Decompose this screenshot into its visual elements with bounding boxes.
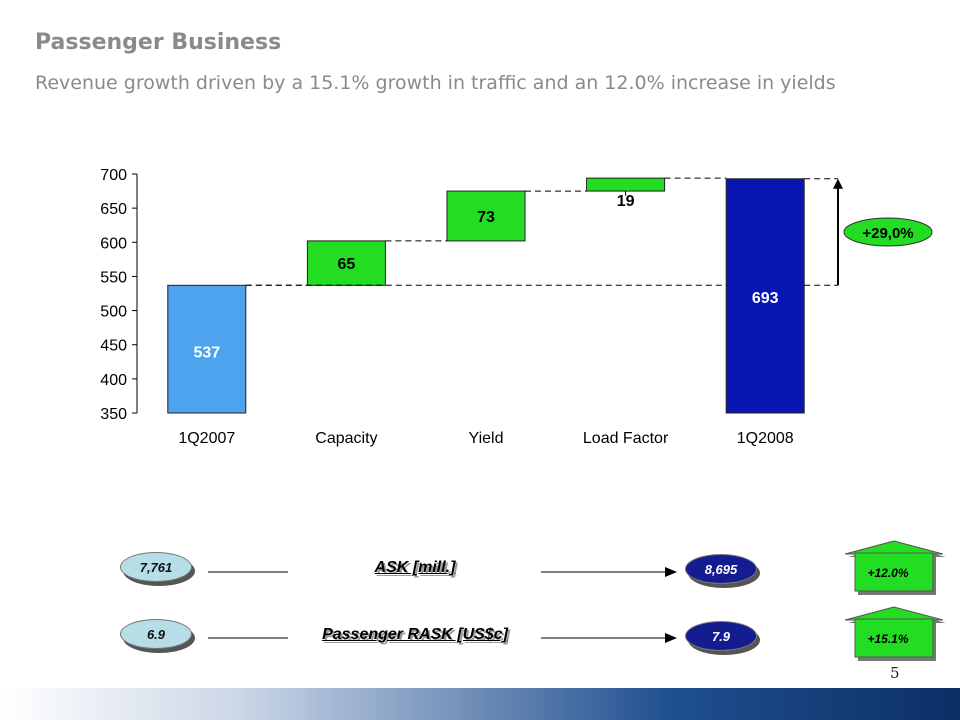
y-tick-label: 450 [100,338,127,355]
bar-1q2008 [725,178,805,414]
bar-value-label: 65 [338,256,356,273]
page-subtitle: Revenue growth driven by a 15.1% growth … [35,72,836,94]
growth-annotation-label: +29,0% [862,225,913,242]
ask-from-badge: 7,761 [120,552,192,582]
y-tick-label: 550 [100,269,127,286]
y-tick-label: 400 [100,372,127,389]
bar-value-label: 693 [752,290,779,307]
rask-to-badge: 7.9 [685,621,757,651]
ask-to-badge: 8,695 [685,554,757,584]
ask-label: ASK [mill.] [374,559,456,576]
y-tick-label: 700 [100,167,127,184]
rask-arrow-head [665,633,677,643]
ask-change-up-arrow: +12.0% [844,540,946,595]
x-category-label: Capacity [315,430,377,447]
bar-value-label: 73 [477,209,495,226]
rask-from-badge: 6.9 [120,619,192,649]
ask-change-label: +12.0% [867,566,908,580]
growth-arrow-head [833,178,843,189]
rask-change-up-arrow: +15.1% [844,606,946,661]
rask-change-label: +15.1% [867,632,908,646]
page-title: Passenger Business [35,30,282,55]
page-number: 5 [890,664,900,682]
bar-value-label: 19 [617,193,635,210]
rask-label: Passenger RASK [US$c] [322,626,508,643]
x-category-label: 1Q2008 [737,430,794,447]
y-tick-label: 650 [100,201,127,218]
x-category-label: Yield [469,430,504,447]
bar-1q2007 [167,284,247,414]
y-tick-label: 500 [100,304,127,321]
y-tick-label: 600 [100,235,127,252]
bar-yield [446,190,526,242]
x-category-label: Load Factor [583,430,669,447]
footer-band [0,688,960,720]
growth-annotation-badge [843,217,933,247]
x-category-label: 1Q2007 [178,430,235,447]
bar-value-label: 537 [193,344,220,361]
y-tick-label: 350 [100,406,127,423]
ask-arrow-head [665,567,677,577]
